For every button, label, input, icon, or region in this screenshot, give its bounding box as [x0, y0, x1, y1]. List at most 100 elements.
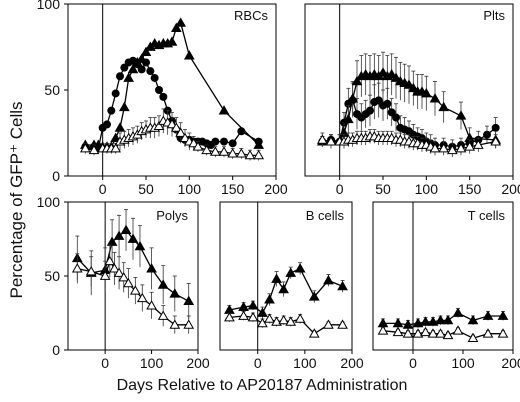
data-point	[402, 328, 414, 338]
data-point	[238, 310, 249, 320]
data-point	[170, 22, 182, 32]
data-point	[166, 36, 178, 46]
x-tick-label: 100	[140, 355, 164, 371]
panel-frame	[219, 201, 353, 351]
data-point	[264, 294, 275, 304]
data-point	[285, 316, 297, 326]
x-tick-label: 50	[138, 181, 154, 197]
data-point	[467, 332, 479, 343]
x-tick-label: 0	[336, 181, 344, 197]
data-point	[412, 328, 424, 338]
data-point	[392, 113, 400, 122]
panel-0: 0 50 100 150 200 0 50 100 RBCs	[37, 0, 288, 197]
data-point	[146, 263, 157, 273]
data-point	[157, 279, 169, 289]
data-point	[137, 65, 146, 74]
data-point	[157, 310, 169, 320]
data-point	[218, 105, 230, 115]
data-point	[211, 137, 220, 146]
data-point	[497, 328, 509, 338]
series-triangle-filled	[316, 51, 502, 149]
panel-frame	[372, 201, 514, 351]
data-point	[120, 224, 132, 234]
x-tick-label: 100	[451, 355, 475, 371]
data-point	[294, 313, 306, 323]
panels: 0 50 100 150 200 0 50 100 RBCs 0 50 100 150 200 Plts 0 1…	[37, 0, 520, 371]
data-point	[435, 328, 446, 338]
data-point	[153, 120, 165, 130]
data-point	[386, 69, 398, 79]
data-point	[427, 316, 439, 326]
x-tick-label: 200	[186, 355, 210, 371]
data-point	[285, 267, 297, 277]
data-point	[113, 267, 125, 277]
data-point	[464, 141, 476, 151]
data-point	[294, 263, 306, 273]
data-point	[179, 132, 191, 143]
data-point	[150, 73, 159, 82]
data-point	[316, 134, 328, 144]
data-point	[377, 67, 389, 77]
panel-title: RBCs	[234, 8, 268, 23]
data-point	[118, 101, 130, 112]
data-point	[278, 314, 290, 325]
data-point	[420, 87, 432, 98]
data-point	[146, 67, 155, 76]
data-point	[99, 270, 111, 280]
data-point	[109, 263, 120, 273]
series-triangle-open	[316, 129, 502, 158]
x-tick-label: 0	[409, 355, 417, 371]
data-point	[113, 230, 125, 240]
data-point	[175, 127, 187, 137]
data-point	[347, 93, 359, 103]
x-tick-label: 0	[101, 355, 109, 371]
x-tick-label: 150	[221, 181, 245, 197]
panel-title: Plts	[483, 8, 505, 23]
series-triangle-filled	[224, 262, 348, 319]
y-tick-label: 0	[52, 168, 60, 184]
x-axis-label: Days Relative to AP20187 Administration	[117, 377, 408, 394]
data-point	[146, 300, 157, 310]
x-tick-label: 150	[458, 181, 482, 197]
data-point	[366, 106, 374, 115]
data-point	[169, 319, 181, 329]
data-point	[323, 274, 334, 285]
y-tick-label: 100	[37, 0, 61, 12]
data-point	[220, 137, 228, 146]
data-point	[438, 101, 450, 112]
data-point	[79, 142, 91, 153]
data-point	[257, 317, 268, 328]
data-point	[490, 136, 502, 146]
data-point	[183, 319, 195, 329]
data-point	[169, 288, 181, 298]
data-point	[136, 53, 148, 63]
data-point	[175, 17, 187, 27]
data-point	[192, 141, 204, 151]
data-point	[472, 139, 484, 149]
y-axis-label: Percentage of GFP⁺ Cells	[7, 101, 26, 298]
panel-title: T cells	[468, 208, 506, 223]
data-point	[383, 99, 392, 108]
panel-4: 0 100 200 T cells	[372, 201, 520, 371]
data-point	[227, 148, 239, 158]
x-tick-label: 100	[178, 181, 202, 197]
panel-title: Polys	[156, 208, 188, 223]
data-point	[377, 325, 389, 335]
data-point	[446, 144, 458, 155]
data-point	[114, 122, 126, 132]
x-tick-label: 100	[415, 181, 439, 197]
data-point	[134, 240, 146, 251]
data-point	[427, 328, 439, 338]
data-point	[159, 92, 168, 101]
data-point	[201, 144, 213, 155]
data-point	[170, 122, 182, 132]
data-point	[407, 82, 419, 93]
data-point	[308, 291, 320, 301]
data-point	[118, 271, 130, 282]
data-point	[140, 46, 152, 57]
series-triangle-open	[377, 325, 509, 343]
data-point	[247, 300, 259, 310]
data-point	[155, 86, 163, 94]
panel-3: 0 100 200 B cells	[219, 201, 364, 371]
data-point	[122, 277, 134, 288]
